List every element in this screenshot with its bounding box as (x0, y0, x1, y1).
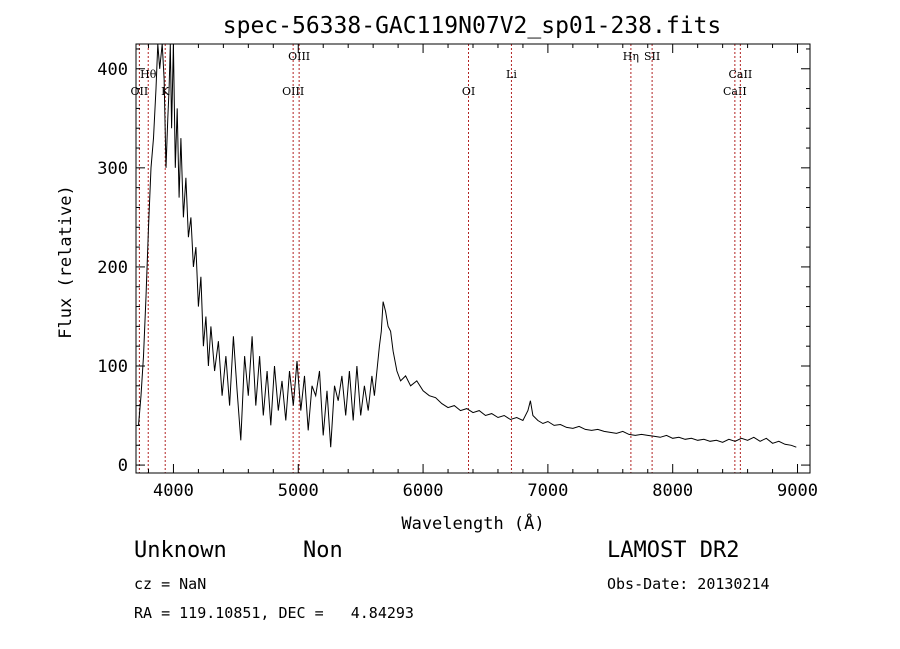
x-axis-label: Wavelength (Å) (401, 512, 544, 534)
plot-frame (135, 43, 811, 474)
coordinates: RA = 119.10851, DEC = 4.84293 (134, 604, 414, 622)
redshift-cz: cz = NaN (134, 575, 207, 593)
marker-label: OIII (288, 50, 310, 63)
marker-label: OI (462, 85, 475, 98)
object-class: Unknown (134, 538, 227, 563)
x-tick-label: 5000 (278, 481, 319, 501)
marker-label: Hθ (140, 68, 157, 81)
spectrum-series-line (138, 43, 797, 448)
y-tick-label: 200 (97, 258, 128, 278)
chart-title: spec-56338-GAC119N07V2_sp01-238.fits (223, 13, 722, 39)
marker-label: CaII (729, 68, 753, 81)
y-tick-label: 0 (118, 456, 128, 476)
x-tick-label: 4000 (153, 481, 194, 501)
marker-label: OIII (282, 85, 304, 98)
y-tick-label: 100 (97, 357, 128, 377)
y-axis-label: Flux (relative) (56, 185, 76, 339)
x-tick-label: 7000 (527, 481, 568, 501)
axis-ticks: 4000 5000 6000 7000 8000 9000 0 100 200 300 400 (97, 44, 818, 501)
marker-label: Li (506, 68, 517, 81)
marker-label: OII (131, 85, 149, 98)
observation-date: Obs-Date: 20130214 (607, 575, 770, 593)
marker-label: K (161, 85, 170, 98)
marker-label: Hη (623, 50, 639, 63)
object-subclass: Non (303, 538, 343, 563)
x-tick-label: 6000 (403, 481, 444, 501)
x-tick-label: 9000 (777, 481, 818, 501)
marker-label: CaII (723, 85, 747, 98)
survey-name: LAMOST DR2 (607, 538, 740, 563)
marker-label: SII (644, 50, 660, 63)
x-tick-label: 8000 (652, 481, 693, 501)
y-tick-label: 400 (97, 60, 128, 80)
y-tick-label: 300 (97, 159, 128, 179)
emission-line-markers: OII Hθ K OIII OIII OI Li Hη SII CaII CaII (131, 44, 753, 473)
